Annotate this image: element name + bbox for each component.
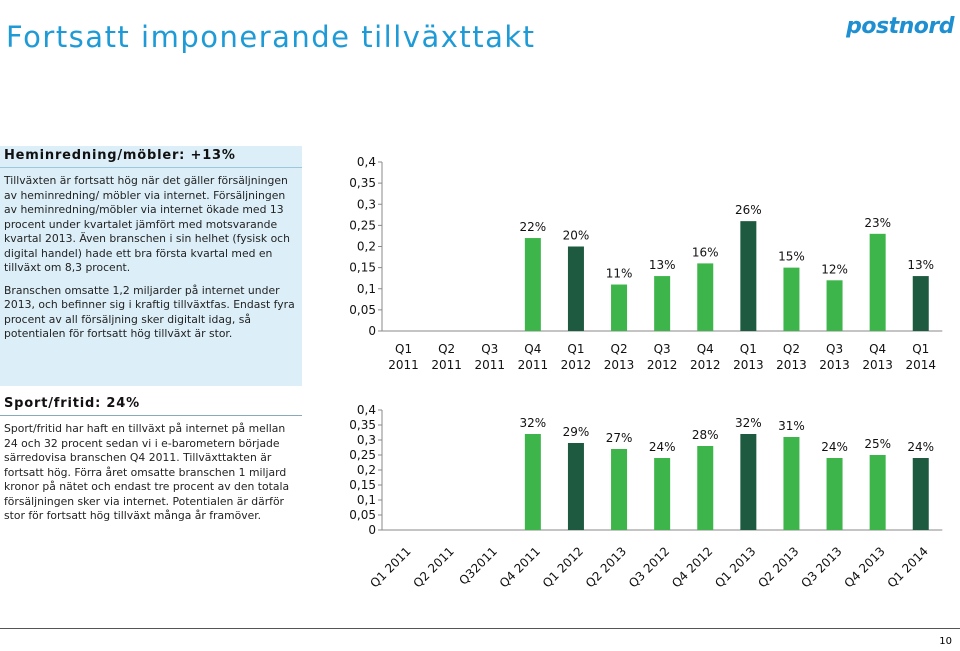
x-tick-label: Q1 2012 [540,544,586,590]
bar [654,276,671,331]
x-tick-label: Q2 2013 [776,342,807,372]
value-label: 23% [864,216,891,230]
x-tick-label: Q3 2013 [798,544,844,590]
value-label: 32% [735,416,762,430]
value-label: 12% [821,262,848,276]
bar [654,458,671,530]
y-tick-label: 0 [368,324,376,338]
y-tick-label: 0 [368,523,376,537]
text-panel: Sport/fritid: 24% Sport/fritid har haft … [0,394,302,554]
y-tick-label: 0,15 [349,261,376,275]
bar [826,280,843,331]
bar [740,221,757,331]
bar [869,455,886,530]
x-tick-label: Q1 2014 [885,544,931,590]
y-tick-label: 0,4 [357,155,376,169]
y-tick-label: 0,25 [349,218,376,232]
x-tick-label: Q4 2011 [518,342,549,372]
x-tick-label: Q1 2013 [712,544,758,590]
y-tick-label: 0,4 [357,403,376,417]
bar [567,246,584,331]
bar [611,284,628,331]
panel-heading: Heminredning/möbler: +13% [0,146,302,168]
x-tick-label: Q1 2012 [561,342,592,372]
value-label: 24% [649,440,676,454]
value-label: 28% [692,428,719,442]
value-label: 32% [520,416,547,430]
value-label: 22% [520,220,547,234]
paragraph: Sport/fritid har haft en tillväxt på int… [4,422,290,522]
bar [567,443,584,530]
bar [869,233,886,331]
y-tick-label: 0,05 [349,303,376,317]
value-label: 16% [692,245,719,259]
value-label: 27% [606,431,633,445]
y-tick-label: 0,35 [349,418,376,432]
bar [783,267,800,331]
x-tick-label: Q1 2014 [905,342,936,372]
slide-title: Fortsatt imponerande tillväxttakt [6,20,536,54]
bar [826,458,843,530]
bar [912,458,929,530]
x-tick-label: Q2 2011 [431,342,462,372]
x-tick-label: Q4 2012 [669,544,715,590]
value-label: 13% [907,258,934,272]
y-tick-label: 0,3 [357,197,376,211]
y-tick-label: 0,1 [357,493,376,507]
footer-line [0,628,960,629]
paragraph: Branschen omsatte 1,2 miljarder på inter… [4,283,295,341]
x-tick-label: Q2 2013 [755,544,801,590]
y-tick-label: 0,05 [349,508,376,522]
x-tick-label: Q2 2013 [604,342,635,372]
x-tick-label: Q3 2012 [626,544,672,590]
x-tick-label: Q2 2011 [411,544,457,590]
x-tick-label: Q1 2011 [388,342,419,372]
bar [783,437,800,530]
value-label: 26% [735,203,762,217]
value-label: 29% [563,425,590,439]
y-tick-label: 0,35 [349,176,376,190]
bar [524,238,541,331]
value-label: 20% [563,229,590,243]
bar [740,434,757,530]
panel-heading: Sport/fritid: 24% [0,394,302,416]
y-tick-label: 0,15 [349,478,376,492]
y-tick-label: 0,2 [357,463,376,477]
x-tick-label: Q32011 [456,544,500,588]
page-number: 10 [939,636,952,647]
x-tick-label: Q4 2012 [690,342,721,372]
bar [697,446,714,530]
value-label: 25% [864,437,891,451]
y-tick-label: 0,3 [357,433,376,447]
value-label: 15% [778,250,805,264]
y-tick-label: 0,2 [357,240,376,254]
x-tick-label: Q1 2013 [733,342,764,372]
x-tick-label: Q1 2011 [367,544,413,590]
paragraph: Tillväxten är fortsatt hög när det gälle… [4,174,290,274]
y-tick-label: 0,25 [349,448,376,462]
x-tick-label: Q4 2013 [842,544,888,590]
value-label: 13% [649,258,676,272]
y-tick-label: 0,1 [357,282,376,296]
logo: postnord [846,14,954,39]
value-label: 11% [606,267,633,281]
bar [697,263,714,331]
value-label: 24% [907,440,934,454]
x-tick-label: Q3 2012 [647,342,678,372]
bar [611,449,628,530]
value-label: 31% [778,419,805,433]
bar [912,276,929,331]
text-panel: Heminredning/möbler: +13% Tillväxten är … [0,146,302,386]
bar [524,434,541,530]
x-tick-label: Q2 2013 [583,544,629,590]
x-tick-label: Q4 2011 [497,544,543,590]
x-tick-label: Q4 2013 [862,342,893,372]
x-tick-label: Q3 2013 [819,342,850,372]
value-label: 24% [821,440,848,454]
